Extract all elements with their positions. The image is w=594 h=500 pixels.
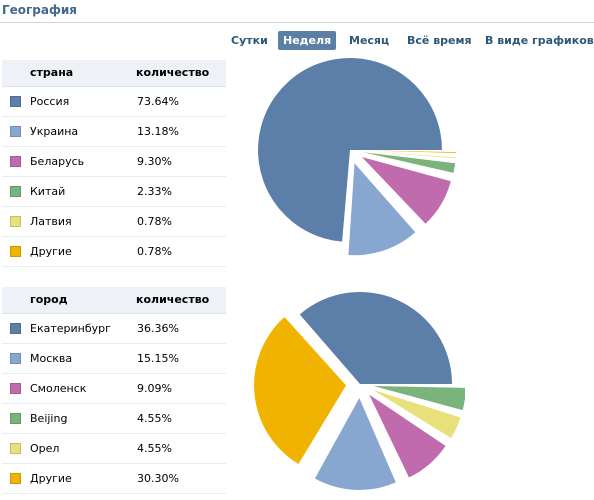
city-slice-3 (369, 394, 446, 478)
country-table: страна количество Россия 73.64% Украина 13.… (2, 60, 226, 267)
city-slice-1 (299, 292, 452, 384)
section-header: География (0, 0, 594, 23)
country-count-col-header: количество (136, 66, 210, 79)
country-color-swatch (10, 186, 21, 197)
tab-week[interactable]: Неделя (278, 31, 337, 50)
country-slice-4 (363, 152, 456, 173)
tab-month[interactable]: Месяц (349, 34, 390, 47)
city-row: Москва 15.15% (2, 344, 226, 374)
section-title: География (2, 3, 78, 17)
country-row-value: 0.78% (137, 245, 172, 258)
country-color-swatch (10, 246, 21, 257)
country-row-label: Китай (30, 185, 66, 198)
country-row-label: Украина (30, 125, 79, 138)
city-slice-2 (314, 397, 396, 490)
city-table: город количество Екатеринбург 36.36% Москв… (2, 287, 226, 494)
city-row-label: Москва (30, 352, 73, 365)
city-row: Другие 30.30% (2, 464, 226, 494)
city-count-col-header: количество (136, 293, 210, 306)
country-slice-6 (363, 150, 456, 154)
country-slice-3 (362, 157, 451, 224)
city-slice-4 (373, 385, 466, 411)
city-table-header: город количество (2, 287, 226, 314)
city-row: Beijing 4.55% (2, 404, 226, 434)
city-row: Орел 4.55% (2, 434, 226, 464)
country-table-header: страна количество (2, 60, 226, 87)
country-row-label: Другие (30, 245, 72, 258)
city-color-swatch (10, 323, 21, 334)
tab-all-time[interactable]: Всё время (407, 34, 472, 47)
country-color-swatch (10, 156, 21, 167)
city-color-swatch (10, 473, 21, 484)
city-color-swatch (10, 383, 21, 394)
country-col-header: страна (30, 66, 74, 79)
city-row-value: 36.36% (137, 322, 179, 335)
city-col-header: город (30, 293, 68, 306)
city-row-value: 4.55% (137, 442, 172, 455)
city-color-swatch (10, 443, 21, 454)
city-row-label: Beijing (30, 412, 68, 425)
city-row-value: 30.30% (137, 472, 179, 485)
country-row-value: 0.78% (137, 215, 172, 228)
city-row-label: Екатеринбург (30, 322, 111, 335)
city-row-label: Смоленск (30, 382, 87, 395)
city-row-value: 15.15% (137, 352, 179, 365)
country-row: Китай 2.33% (2, 177, 226, 207)
tab-as-graphs[interactable]: В виде графиков (485, 34, 594, 47)
city-row-label: Орел (30, 442, 60, 455)
city-slice-6 (254, 317, 347, 465)
country-color-swatch (10, 216, 21, 227)
country-pie-svg (258, 58, 456, 256)
city-row-value: 9.09% (137, 382, 172, 395)
period-tabs: Сутки Неделя Месяц Всё время В виде граф… (0, 31, 594, 51)
country-slice-1 (258, 58, 442, 242)
country-pie-chart (250, 58, 465, 268)
country-row-value: 2.33% (137, 185, 172, 198)
country-row-value: 73.64% (137, 95, 179, 108)
city-row: Смоленск 9.09% (2, 374, 226, 404)
country-row: Беларусь 9.30% (2, 147, 226, 177)
city-pie-chart (250, 282, 466, 494)
country-row-value: 13.18% (137, 125, 179, 138)
country-color-swatch (10, 126, 21, 137)
city-row-label: Другие (30, 472, 72, 485)
country-row-label: Россия (30, 95, 70, 108)
city-pie-svg (254, 292, 466, 490)
city-row: Екатеринбург 36.36% (2, 314, 226, 344)
country-row: Россия 73.64% (2, 87, 226, 117)
country-row-value: 9.30% (137, 155, 172, 168)
country-slice-5 (363, 151, 456, 159)
country-row-label: Беларусь (30, 155, 85, 168)
city-slice-5 (372, 389, 461, 439)
country-slice-2 (348, 163, 416, 256)
country-row-label: Латвия (30, 215, 72, 228)
country-row: Другие 0.78% (2, 237, 226, 267)
city-row-value: 4.55% (137, 412, 172, 425)
country-color-swatch (10, 96, 21, 107)
city-color-swatch (10, 413, 21, 424)
tab-day[interactable]: Сутки (231, 34, 268, 47)
country-row: Латвия 0.78% (2, 207, 226, 237)
country-row: Украина 13.18% (2, 117, 226, 147)
city-color-swatch (10, 353, 21, 364)
